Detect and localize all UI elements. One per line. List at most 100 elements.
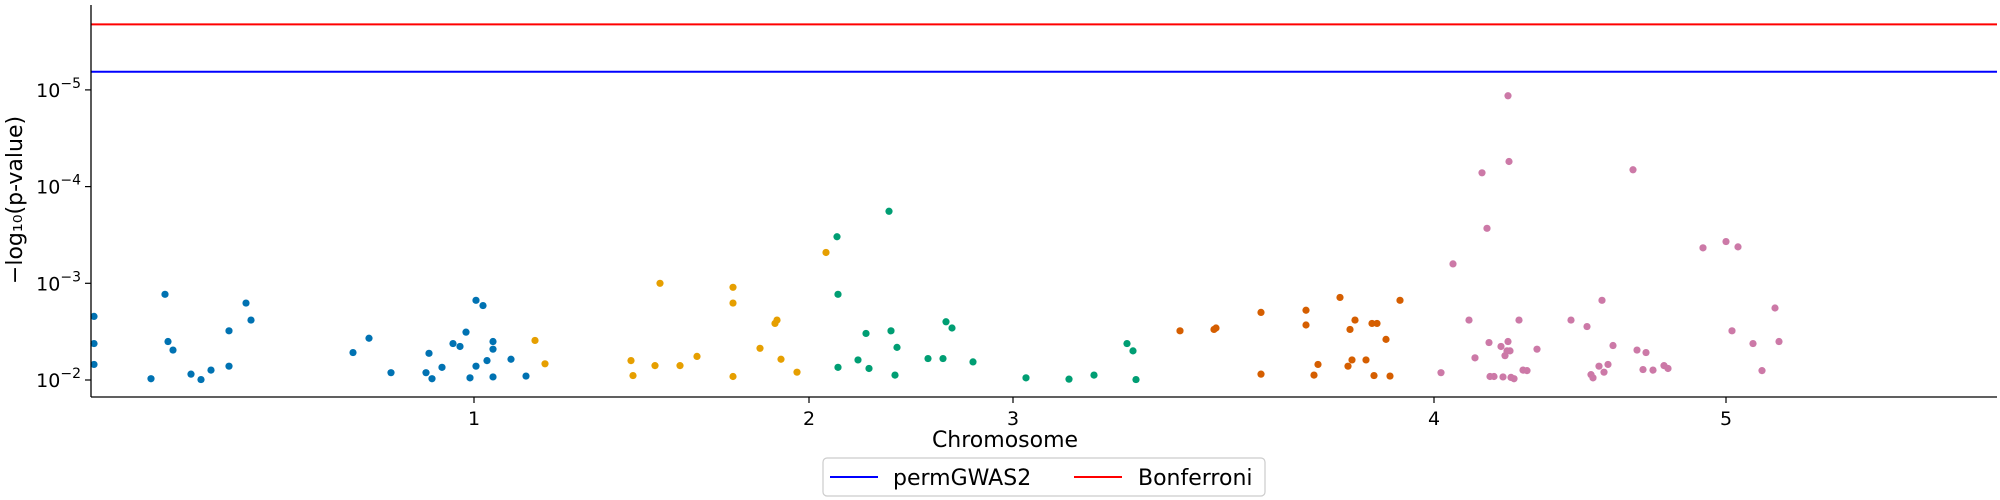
legend-label-permgwas2: permGWAS2 xyxy=(893,466,1031,491)
data-point xyxy=(1505,157,1513,166)
data-point xyxy=(247,316,255,324)
series-chromosome-1 xyxy=(90,290,530,384)
data-point xyxy=(1490,372,1498,381)
data-point xyxy=(1589,374,1597,382)
data-point xyxy=(1758,367,1766,375)
data-point xyxy=(1314,360,1322,369)
data-point xyxy=(1504,337,1512,346)
x-axis-label: Chromosome xyxy=(932,428,1078,453)
data-point xyxy=(1437,369,1445,377)
data-point xyxy=(1396,296,1404,304)
x-tick-label-5: 5 xyxy=(1720,408,1732,430)
data-point xyxy=(522,372,530,380)
data-point xyxy=(773,316,781,324)
data-point xyxy=(161,290,169,298)
data-point xyxy=(1346,325,1354,334)
data-point xyxy=(756,344,764,352)
data-point xyxy=(1595,362,1603,370)
data-point xyxy=(462,328,470,336)
data-point xyxy=(862,329,870,338)
data-point xyxy=(489,337,497,346)
data-point xyxy=(1129,347,1137,355)
data-point xyxy=(1699,244,1707,252)
data-point xyxy=(693,352,701,360)
data-point xyxy=(1749,339,1757,348)
data-point xyxy=(1090,371,1098,379)
data-point xyxy=(1510,375,1518,383)
data-point xyxy=(472,296,480,304)
x-tick-label-4: 4 xyxy=(1428,408,1440,430)
data-point xyxy=(1497,342,1505,351)
data-point xyxy=(651,362,659,370)
data-point xyxy=(1302,321,1310,329)
data-point xyxy=(1506,347,1514,355)
y-tick-label: 10−3 xyxy=(36,269,81,295)
series-chromosome-5 xyxy=(1437,92,1783,383)
data-point xyxy=(924,354,932,363)
data-point xyxy=(197,375,205,384)
data-point xyxy=(225,327,233,335)
data-point xyxy=(387,369,395,377)
data-point xyxy=(541,360,549,368)
data-point xyxy=(1302,306,1310,314)
data-point xyxy=(1465,316,1473,324)
data-point xyxy=(187,370,195,378)
data-point xyxy=(1362,356,1370,364)
data-point xyxy=(1499,373,1507,381)
data-point xyxy=(1132,375,1140,384)
data-point xyxy=(90,312,98,321)
data-point xyxy=(147,375,155,383)
data-point xyxy=(479,301,487,310)
data-point xyxy=(969,358,977,366)
data-point xyxy=(1485,338,1493,347)
data-point xyxy=(1483,224,1491,232)
y-tick-label: 10−5 xyxy=(36,76,81,102)
legend-frame xyxy=(822,457,1266,497)
data-point xyxy=(1257,370,1265,378)
data-point xyxy=(1176,327,1184,335)
data-point xyxy=(489,345,497,353)
data-point xyxy=(1567,316,1575,324)
data-point xyxy=(1373,319,1381,328)
x-tick-label-1: 1 xyxy=(468,408,480,430)
data-point xyxy=(891,371,899,379)
data-point xyxy=(834,363,842,371)
data-point xyxy=(422,369,430,377)
data-point xyxy=(1583,322,1591,331)
data-point xyxy=(1212,324,1220,332)
data-point xyxy=(507,355,515,363)
data-point xyxy=(1478,169,1486,177)
data-point xyxy=(1515,316,1523,324)
data-point xyxy=(834,290,842,298)
y-axis-label: −log₁₀(p-value) xyxy=(3,116,28,284)
data-point xyxy=(676,362,684,370)
data-point xyxy=(207,366,215,374)
data-point xyxy=(164,337,172,346)
data-point xyxy=(1449,260,1457,268)
data-point xyxy=(1533,345,1541,353)
data-point xyxy=(893,343,901,351)
data-point xyxy=(729,283,737,291)
data-point xyxy=(225,362,233,370)
data-point xyxy=(1370,371,1378,380)
data-point xyxy=(1649,366,1657,374)
y-tick-label: 10−4 xyxy=(36,173,81,199)
data-point xyxy=(1523,367,1531,375)
data-point xyxy=(865,364,873,373)
data-point xyxy=(1633,346,1641,354)
data-point xyxy=(1310,371,1318,379)
data-point xyxy=(1471,354,1479,362)
data-point xyxy=(1065,375,1073,383)
data-point xyxy=(1257,308,1265,317)
data-point xyxy=(656,279,664,287)
series-chromosome-2 xyxy=(531,248,830,381)
data-point xyxy=(489,373,497,381)
data-point xyxy=(885,207,893,215)
x-tick-label-3: 3 xyxy=(1007,408,1019,430)
data-point xyxy=(948,324,956,332)
data-point xyxy=(1604,360,1612,369)
data-point xyxy=(169,346,177,354)
data-point xyxy=(627,356,635,365)
data-point xyxy=(1382,335,1390,343)
data-point xyxy=(1600,368,1608,376)
